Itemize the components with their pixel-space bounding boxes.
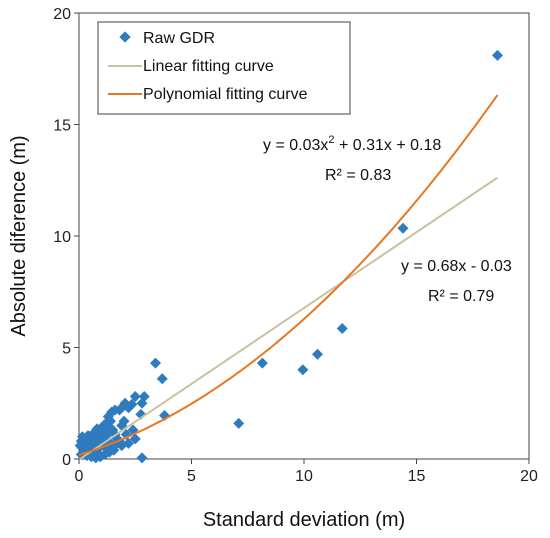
data-point (85, 434, 97, 446)
poly-r-squared: R² = 0.83 (325, 167, 391, 184)
legend-box (97, 21, 351, 115)
data-point (492, 49, 503, 61)
x-tick-labels: 0 5 10 15 20 (75, 468, 538, 485)
y-tick-labels: 0 5 10 15 20 (53, 6, 71, 469)
linear-equation: y = 0.68x - 0.03 (401, 258, 512, 275)
raw-gdr-points (74, 49, 503, 464)
legend-label: Raw GDR (143, 30, 215, 47)
y-tick-label: 10 (53, 229, 71, 246)
data-point (256, 357, 268, 369)
data-point (150, 357, 161, 369)
linear-fit-line (78, 176, 499, 461)
fit-curves (78, 94, 499, 461)
legend: Raw GDR Linear fitting curve Polynomial … (97, 21, 351, 115)
legend-label: Polynomial fitting curve (143, 86, 308, 103)
data-point (233, 417, 245, 429)
data-point (312, 348, 323, 360)
y-tick-label: 15 (53, 118, 71, 135)
x-tick-label: 5 (187, 468, 196, 485)
data-point (116, 440, 128, 452)
data-point (156, 373, 168, 385)
linear-r-squared: R² = 0.79 (428, 288, 494, 305)
data-point (102, 422, 114, 434)
linear-equation-annotation: y = 0.68x - 0.03 R² = 0.79 (401, 258, 512, 305)
data-point (136, 397, 148, 409)
data-point (76, 431, 88, 443)
x-tick-label: 10 (295, 468, 313, 485)
y-tick-label: 5 (62, 341, 71, 358)
legend-item-raw: Raw GDR (119, 30, 215, 47)
axis-ticks (74, 12, 530, 464)
y-tick-label: 0 (62, 452, 71, 469)
poly-eq-main: y = 0.03x (263, 137, 328, 154)
x-axis-title: Standard deviation (m) (203, 509, 405, 531)
poly-equation-annotation: y = 0.03x2 + 0.31x + 0.18 R² = 0.83 (263, 134, 441, 184)
data-point (136, 452, 148, 464)
data-point (92, 447, 104, 459)
poly-equation: y = 0.03x2 + 0.31x + 0.18 (263, 134, 441, 154)
data-point (129, 391, 141, 403)
x-tick-label: 20 (520, 468, 538, 485)
y-axis-title: Absolute diference (m) (8, 135, 30, 336)
y-tick-label: 20 (53, 6, 71, 23)
diamond-marker-icon (119, 31, 131, 43)
legend-label: Linear fitting curve (143, 58, 274, 75)
poly-eq-exponent: 2 (328, 134, 334, 146)
x-tick-label: 0 (75, 468, 84, 485)
legend-item-linear: Linear fitting curve (108, 58, 274, 75)
legend-item-poly: Polynomial fitting curve (108, 86, 308, 103)
polynomial-fit-curve (78, 94, 499, 456)
data-point (397, 222, 409, 234)
poly-eq-rest: + 0.31x + 0.18 (335, 137, 442, 154)
data-point (297, 364, 309, 376)
x-tick-label: 15 (408, 468, 426, 485)
data-point (336, 323, 348, 335)
data-point (129, 433, 141, 445)
